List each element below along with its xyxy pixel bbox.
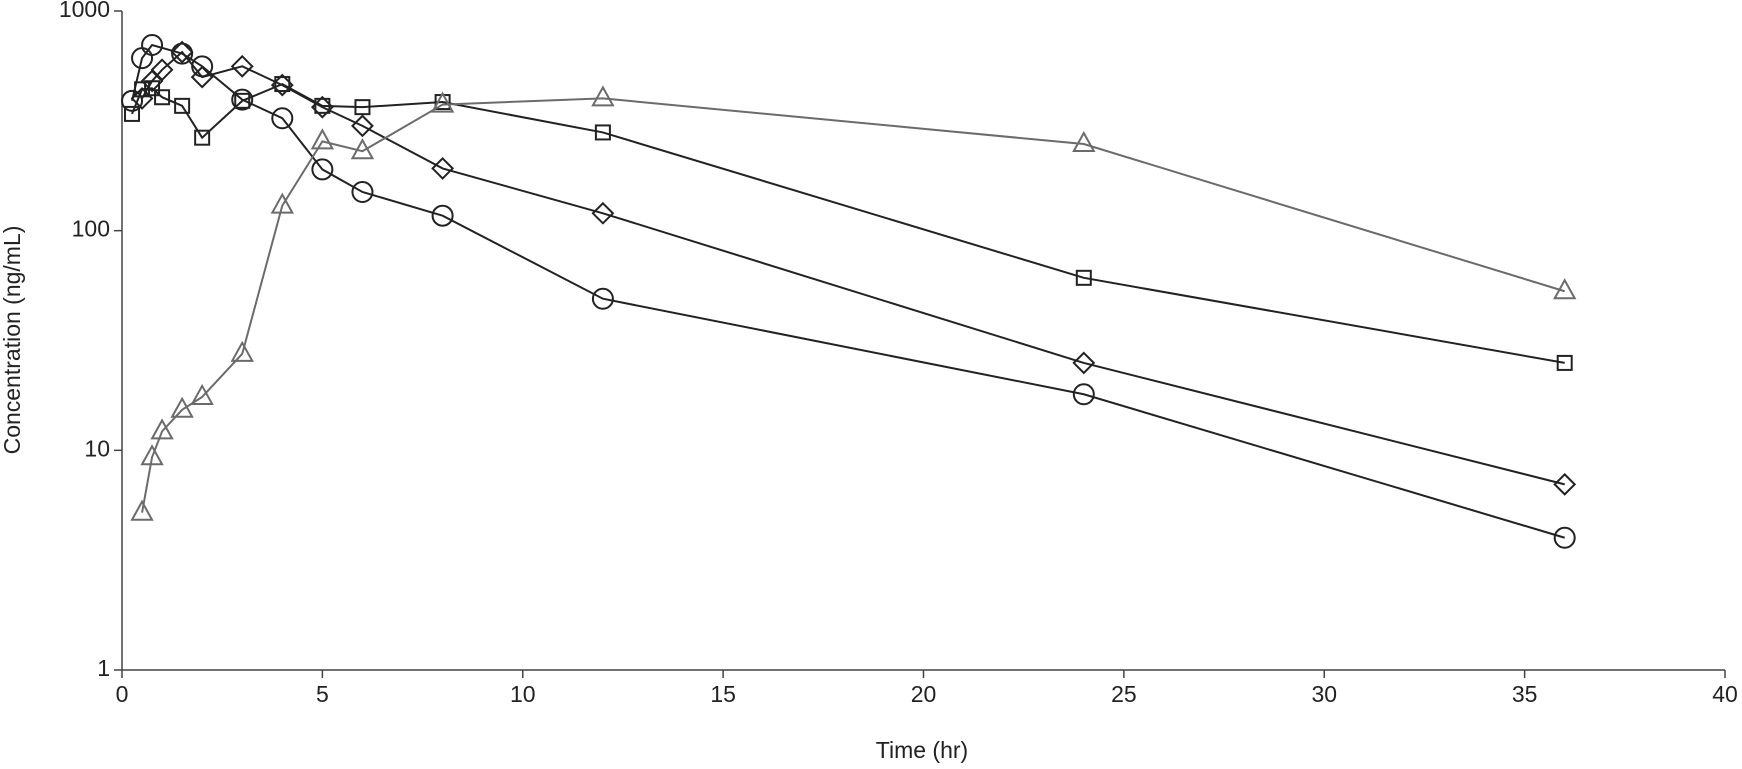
square-marker [1556, 354, 1573, 371]
diamond-marker [170, 40, 194, 64]
circle-marker [231, 88, 254, 111]
diamond-marker [150, 58, 174, 82]
x-tick-label: 25 [1111, 681, 1137, 707]
y-tick-label: 1 [97, 655, 110, 681]
series-line [141, 50, 1565, 486]
series-line [131, 43, 1565, 539]
circle-marker [591, 287, 614, 310]
circle-marker [141, 34, 164, 57]
triangle-marker [230, 340, 254, 362]
series-line [131, 82, 1565, 364]
square-marker [154, 89, 171, 106]
square-marker [314, 97, 331, 114]
square-marker [234, 92, 251, 109]
circle-marker [121, 89, 144, 112]
circle-marker [1072, 383, 1095, 406]
triangle-marker [270, 192, 294, 214]
triangle-marker [140, 444, 164, 466]
diamond-marker [190, 65, 214, 89]
square-marker [1075, 269, 1092, 286]
triangle-marker [170, 396, 194, 418]
x-tick-label: 40 [1712, 681, 1738, 707]
square-marker [274, 76, 291, 93]
triangle-marker [1553, 278, 1577, 300]
square-marker [594, 124, 611, 141]
x-tick-label: 15 [710, 681, 736, 707]
y-tick-label: 1000 [59, 0, 110, 22]
triangle-marker [591, 85, 615, 107]
triangle-marker [430, 91, 455, 113]
square-marker [174, 97, 191, 114]
triangle-marker [310, 128, 335, 150]
diamond-marker [230, 54, 254, 78]
circle-marker [431, 204, 454, 227]
square-marker [124, 105, 141, 122]
circle-marker [171, 42, 194, 65]
x-tick-label: 35 [1512, 681, 1538, 707]
x-tick-label: 10 [510, 681, 536, 707]
y-tick-label: 10 [84, 435, 110, 461]
diamond-marker [270, 73, 294, 97]
square-marker [354, 99, 371, 116]
triangle-marker [350, 138, 375, 160]
diamond-marker [1553, 472, 1577, 496]
y-tick-label: 100 [72, 216, 110, 242]
circle-marker [311, 158, 334, 181]
x-tick-label: 30 [1311, 681, 1337, 707]
y-axis-label: Concentration (ng/mL) [0, 226, 25, 455]
series-line [141, 97, 1565, 513]
diamond-marker [591, 201, 615, 225]
x-tick-label: 0 [116, 681, 129, 707]
triangle-marker [130, 499, 154, 521]
x-tick-label: 20 [911, 681, 937, 707]
diamond-marker [351, 114, 374, 138]
triangle-marker [1072, 130, 1096, 153]
diamond-marker [1072, 351, 1096, 375]
square-marker [194, 129, 211, 146]
circle-marker [271, 107, 294, 130]
triangle-marker [150, 418, 174, 440]
triangle-marker [190, 383, 214, 405]
circle-marker [1553, 526, 1576, 549]
x-axis-label: Time (hr) [876, 737, 968, 763]
circle-marker [351, 180, 374, 203]
diamond-marker [310, 95, 334, 119]
diamond-marker [431, 157, 455, 180]
diamond-marker [130, 86, 154, 110]
x-tick-label: 5 [316, 681, 329, 707]
